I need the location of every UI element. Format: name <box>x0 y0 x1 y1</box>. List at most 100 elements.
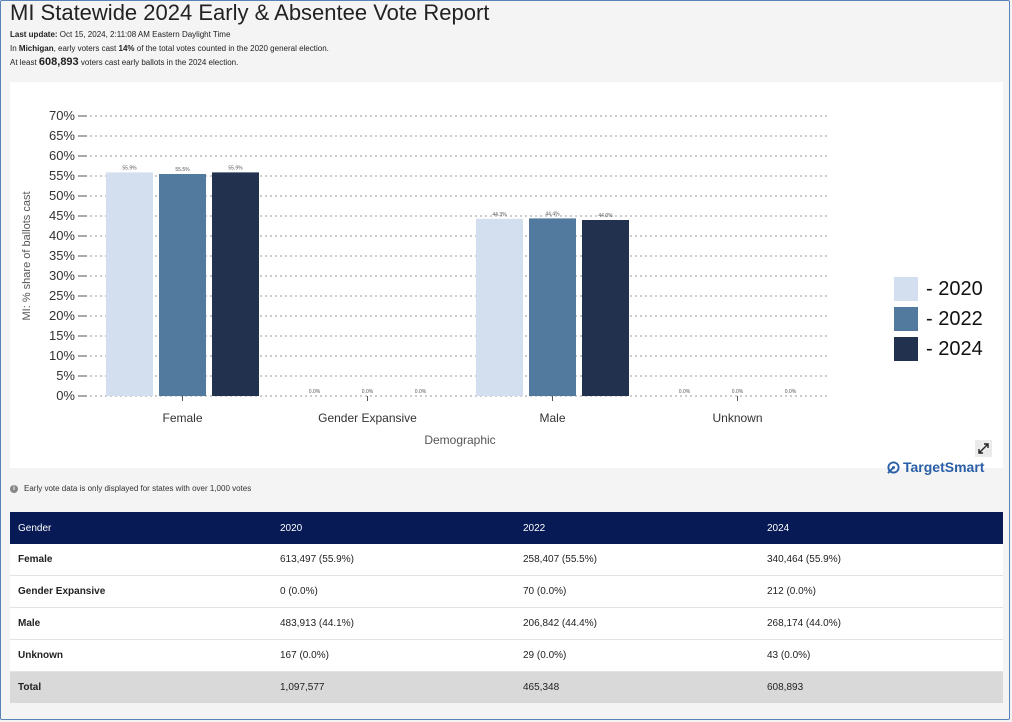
chart-legend: - 2020 - 2022 - 2024 <box>894 274 983 364</box>
turnout-percent: 14% <box>118 44 135 53</box>
bar-value-label: 0.0% <box>732 389 744 395</box>
row-label: Gender Expansive <box>10 575 272 608</box>
bar <box>476 218 523 396</box>
legend-label-2024: - 2024 <box>926 337 983 360</box>
table-cell: 258,407 (55.5%) <box>515 544 759 576</box>
legend-item-2022[interactable]: - 2022 <box>894 304 983 334</box>
y-tick-label: 25% <box>49 288 75 303</box>
bar <box>529 218 576 396</box>
bar-value-label: 0.0% <box>679 389 691 395</box>
legend-item-2020[interactable]: - 2020 <box>894 274 983 304</box>
y-tick-label: 55% <box>49 168 75 183</box>
y-tick-label: 30% <box>49 268 75 283</box>
turnout-suffix: of the total votes counted in the 2020 g… <box>134 44 329 53</box>
early-count-suffix: voters cast early ballots in the 2024 el… <box>78 58 239 67</box>
x-tick-label: Female <box>162 411 202 425</box>
last-update-line: Last update: Oct 15, 2024, 2:11:08 AM Ea… <box>10 30 230 39</box>
state-name: Michigan <box>18 44 54 53</box>
table-row: Unknown 167 (0.0%) 29 (0.0%) 43 (0.0%) <box>10 639 1003 672</box>
last-update-value: Oct 15, 2024, 2:11:08 AM Eastern Dayligh… <box>59 30 231 39</box>
legend-swatch-2022 <box>894 307 918 331</box>
y-tick-label: 70% <box>49 108 75 123</box>
y-tick-label: 50% <box>49 188 75 203</box>
y-tick-label: 60% <box>49 148 75 163</box>
turnout-line: In Michigan, early voters cast 14% of th… <box>10 44 329 53</box>
table-cell: 0 (0.0%) <box>272 575 515 608</box>
bar <box>159 174 206 396</box>
y-tick-label: 35% <box>49 248 75 263</box>
x-tick-label: Gender Expansive <box>318 411 417 425</box>
page-title: MI Statewide 2024 Early & Absentee Vote … <box>10 0 490 25</box>
table-row: Female 613,497 (55.9%) 258,407 (55.5%) 3… <box>10 544 1003 576</box>
table-cell: 167 (0.0%) <box>272 639 515 672</box>
early-count-prefix: At least <box>10 58 39 67</box>
bar <box>212 172 259 396</box>
row-label: Unknown <box>10 639 272 672</box>
legend-label-2020: - 2020 <box>926 277 983 300</box>
table-total-row: Total 1,097,577 465,348 608,893 <box>10 671 1003 703</box>
y-tick-label: 0% <box>56 388 75 403</box>
bar-value-label: 44.0% <box>598 213 613 219</box>
bar-value-label: 55.9% <box>228 165 243 171</box>
row-label: Male <box>10 607 272 640</box>
targetsmart-logo-icon <box>887 460 900 474</box>
table-cell: 613,497 (55.9%) <box>272 544 515 576</box>
turnout-mid: , early voters cast <box>53 44 119 53</box>
y-tick-label: 10% <box>49 348 75 363</box>
table-row: Gender Expansive 0 (0.0%) 70 (0.0%) 212 … <box>10 575 1003 608</box>
last-update-label: Last update: <box>10 30 58 39</box>
bar <box>106 172 153 396</box>
legend-label-2022: - 2022 <box>926 307 983 330</box>
x-tick-label: Male <box>539 411 565 425</box>
total-cell: 465,348 <box>515 671 759 703</box>
bar-value-label: 0.0% <box>309 389 321 395</box>
total-cell: 608,893 <box>759 671 1003 703</box>
targetsmart-logo[interactable]: TargetSmart <box>887 459 984 475</box>
y-tick-label: 15% <box>49 328 75 343</box>
legend-swatch-2024 <box>894 337 918 361</box>
bar-value-label: 44.3% <box>492 212 507 218</box>
data-note: i Early vote data is only displayed for … <box>10 484 251 493</box>
bar-value-label: 44.4% <box>545 211 560 217</box>
col-header-gender[interactable]: Gender <box>10 512 272 544</box>
x-axis-title: Demographic <box>424 433 495 447</box>
table-cell: 206,842 (44.4%) <box>515 607 759 640</box>
table-cell: 268,174 (44.0%) <box>759 607 1003 640</box>
total-label: Total <box>10 671 272 703</box>
table-row: Male 483,913 (44.1%) 206,842 (44.4%) 268… <box>10 607 1003 640</box>
chart-panel: 0% 5% 10% 15% 20% 25% 30% 35% 40% 45% 50% 55% 60% 65%… <box>10 82 1003 475</box>
table-cell: 483,913 (44.1%) <box>272 607 515 640</box>
bar-value-label: 0.0% <box>415 389 427 395</box>
early-count-line: At least 608,893 voters cast early ballo… <box>10 56 238 68</box>
y-tick-label: 40% <box>49 228 75 243</box>
y-tick-label: 65% <box>49 128 75 143</box>
total-cell: 1,097,577 <box>272 671 515 703</box>
y-tick-label: 5% <box>56 368 75 383</box>
x-tick-label: Unknown <box>712 411 762 425</box>
expand-icon <box>978 443 989 454</box>
table-cell: 340,464 (55.9%) <box>759 544 1003 576</box>
legend-item-2024[interactable]: - 2024 <box>894 334 983 364</box>
data-note-text: Early vote data is only displayed for st… <box>24 484 252 493</box>
gender-table: Gender 2020 2022 2024 Female 613,497 (55… <box>10 512 1003 703</box>
table-cell: 212 (0.0%) <box>759 575 1003 608</box>
col-header-2024[interactable]: 2024 <box>759 512 1003 544</box>
bar-chart: 0% 5% 10% 15% 20% 25% 30% 35% 40% 45% 50% 55% 60% 65%… <box>21 108 830 447</box>
y-tick-label: 20% <box>49 308 75 323</box>
col-header-2020[interactable]: 2020 <box>272 512 515 544</box>
expand-chart-button[interactable] <box>975 440 992 457</box>
col-header-2022[interactable]: 2022 <box>515 512 759 544</box>
turnout-prefix: In <box>10 44 19 53</box>
table-cell: 43 (0.0%) <box>759 639 1003 672</box>
bar-value-label: 0.0% <box>362 389 374 395</box>
table-cell: 29 (0.0%) <box>515 639 759 672</box>
table-header-row: Gender 2020 2022 2024 <box>10 512 1003 544</box>
info-icon: i <box>10 484 18 493</box>
bar <box>582 220 629 396</box>
bar-value-label: 55.9% <box>122 165 137 171</box>
y-tick-label: 45% <box>49 208 75 223</box>
y-axis-title: MI: % share of ballots cast <box>21 192 33 321</box>
row-label: Female <box>10 544 272 576</box>
bar-value-label: 0.0% <box>785 389 797 395</box>
brand-name: TargetSmart <box>903 459 985 475</box>
